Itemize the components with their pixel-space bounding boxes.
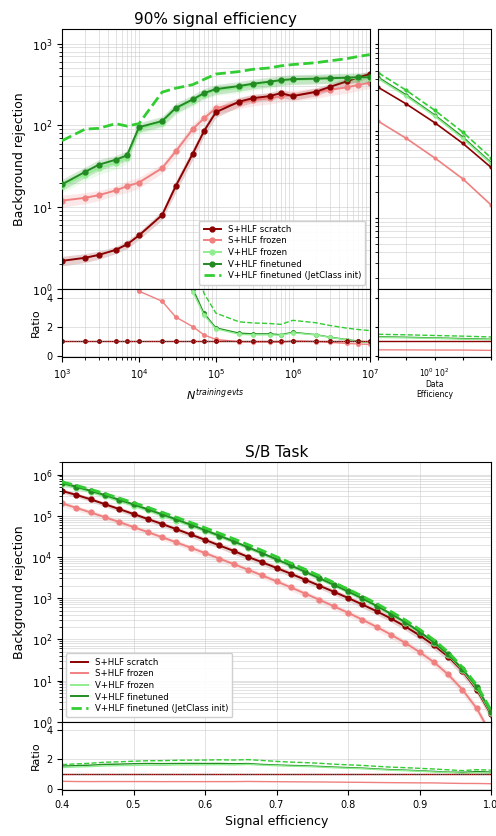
Legend: S+HLF scratch, S+HLF frozen, V+HLF frozen, V+HLF finetuned, V+HLF finetuned (Jet: S+HLF scratch, S+HLF frozen, V+HLF froze…	[66, 654, 233, 717]
Y-axis label: Ratio: Ratio	[30, 742, 41, 770]
Y-axis label: Ratio: Ratio	[30, 308, 41, 338]
Y-axis label: Background rejection: Background rejection	[13, 92, 26, 226]
X-axis label: $N^{training\,evts}$: $N^{training\,evts}$	[186, 386, 246, 403]
X-axis label: Signal efficiency: Signal efficiency	[225, 815, 328, 828]
Title: S/B Task: S/B Task	[245, 445, 308, 460]
Y-axis label: Background rejection: Background rejection	[13, 525, 26, 659]
Legend: S+HLF scratch, S+HLF frozen, V+HLF frozen, V+HLF finetuned, V+HLF finetuned (Jet: S+HLF scratch, S+HLF frozen, V+HLF froze…	[199, 221, 366, 284]
Title: 90% signal efficiency: 90% signal efficiency	[134, 12, 297, 27]
X-axis label: $10^0$ $10^2$
Data
Efficiency: $10^0$ $10^2$ Data Efficiency	[416, 366, 453, 400]
